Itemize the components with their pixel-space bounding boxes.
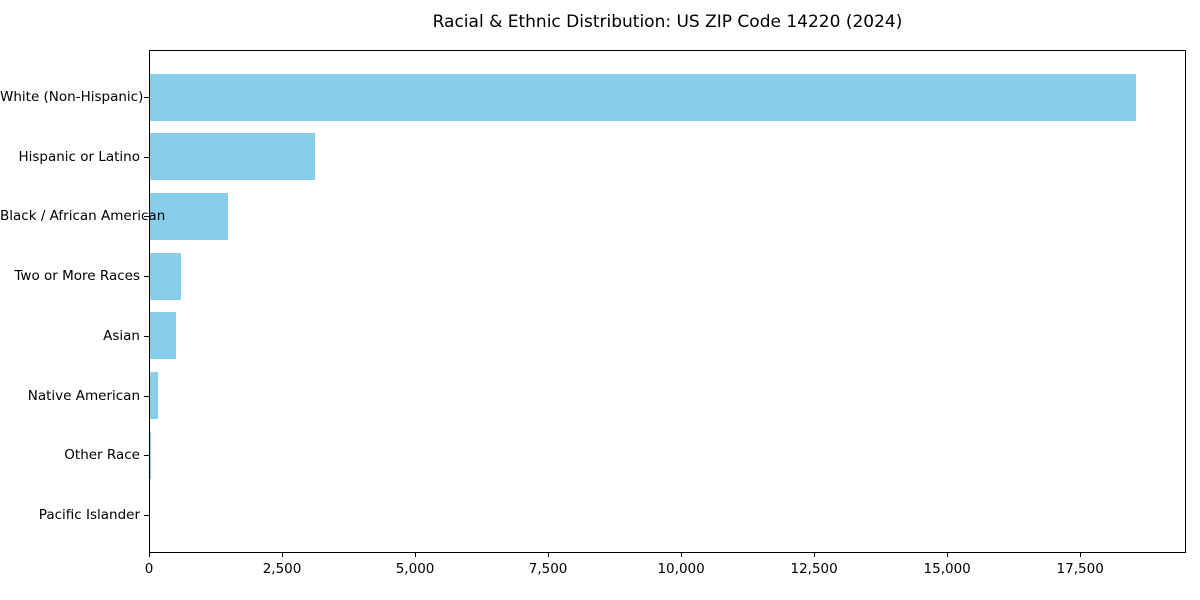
y-tick-label: Hispanic or Latino: [18, 148, 140, 165]
y-tick-label: Asian: [103, 327, 140, 344]
x-tick-label: 0: [144, 561, 154, 577]
bar: [150, 431, 152, 479]
x-tick-label: 7,500: [528, 561, 568, 577]
x-tick-label: 5,000: [395, 561, 435, 577]
x-tick-mark: [149, 553, 150, 557]
bar: [150, 73, 1137, 121]
y-tick-label: Black / African American: [0, 208, 166, 225]
y-tick-mark: [144, 455, 149, 457]
x-tick-mark: [947, 553, 949, 557]
x-tick-mark: [1080, 553, 1082, 557]
bar: [150, 133, 315, 181]
chart-title: Racial & Ethnic Distribution: US ZIP Cod…: [432, 12, 903, 32]
bar: [150, 312, 177, 360]
x-tick-label: 12,500: [790, 561, 838, 577]
x-tick-mark: [415, 553, 417, 557]
y-tick-mark: [144, 276, 149, 278]
y-tick-mark: [144, 335, 149, 337]
y-tick-mark: [144, 97, 149, 98]
y-tick-label: Pacific Islander: [38, 506, 140, 523]
x-tick-mark: [681, 553, 683, 557]
bar: [150, 372, 158, 419]
bar: [150, 192, 228, 240]
y-tick-mark: [144, 514, 149, 516]
y-tick-mark: [144, 156, 149, 158]
y-tick-label: Two or More Races: [14, 268, 140, 285]
y-tick-mark: [144, 216, 149, 218]
bar: [150, 252, 181, 300]
y-tick-label: Other Race: [64, 447, 140, 464]
x-tick-label: 2,500: [262, 561, 302, 577]
x-tick-mark: [282, 553, 284, 557]
x-tick-label: 10,000: [657, 561, 705, 577]
x-tick-mark: [548, 553, 550, 557]
x-tick-label: 15,000: [923, 561, 971, 577]
x-tick-mark: [814, 553, 816, 557]
plot-area: [149, 50, 1186, 553]
y-tick-label: White (Non-Hispanic): [0, 89, 144, 105]
y-tick-label: Native American: [27, 387, 140, 404]
x-tick-label: 17,500: [1056, 561, 1104, 577]
y-tick-mark: [144, 395, 149, 397]
